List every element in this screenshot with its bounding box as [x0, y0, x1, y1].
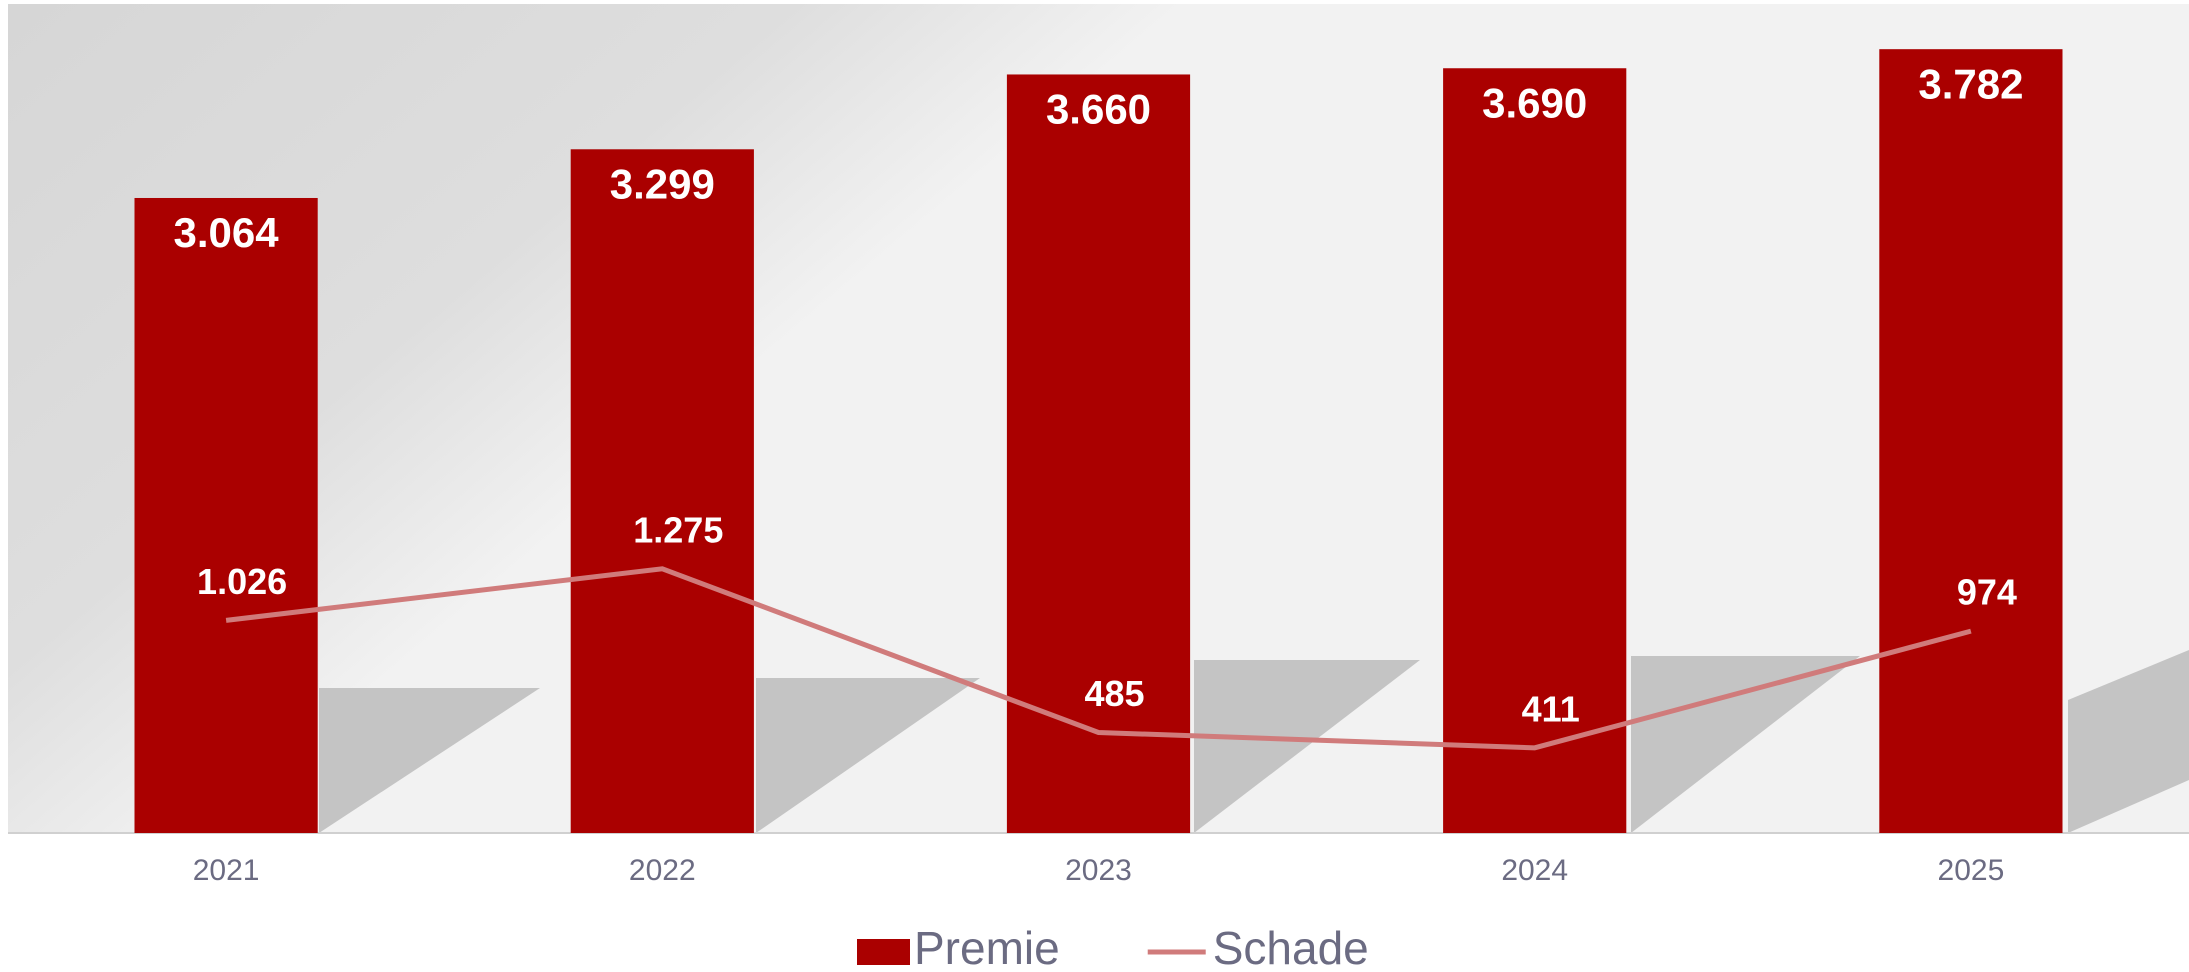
line — [225, 566, 1972, 751]
bar-value-label: 3.660 — [1046, 86, 1151, 133]
x-tick-label: 2021 — [193, 854, 260, 887]
bar-value-label: 3.782 — [1918, 60, 2023, 107]
x-tick-label: 2024 — [1501, 854, 1568, 887]
bar — [134, 197, 318, 834]
bar — [1006, 74, 1191, 834]
line-value-label: 974 — [1957, 572, 2017, 613]
shadows — [319, 650, 2189, 833]
x-tick-label: 2025 — [1938, 854, 2005, 887]
bar-value-label: 3.064 — [174, 209, 280, 256]
x-tick-label: 2022 — [629, 854, 696, 887]
x-tick-label: 2023 — [1065, 854, 1132, 887]
legend-swatch — [857, 939, 910, 965]
legend-label: Premie — [914, 922, 1060, 972]
bar — [1879, 49, 2063, 834]
line-value-label: 485 — [1084, 673, 1144, 714]
line-value-label: 1.026 — [197, 561, 287, 602]
bar — [570, 149, 754, 834]
legend-label: Schade — [1213, 922, 1369, 972]
bar-value-label: 3.299 — [610, 160, 715, 207]
bar-value-label: 3.690 — [1482, 79, 1587, 126]
line-value-label: 411 — [1522, 688, 1580, 729]
bar — [1443, 68, 1627, 833]
line-value-label: 1.275 — [633, 509, 723, 550]
